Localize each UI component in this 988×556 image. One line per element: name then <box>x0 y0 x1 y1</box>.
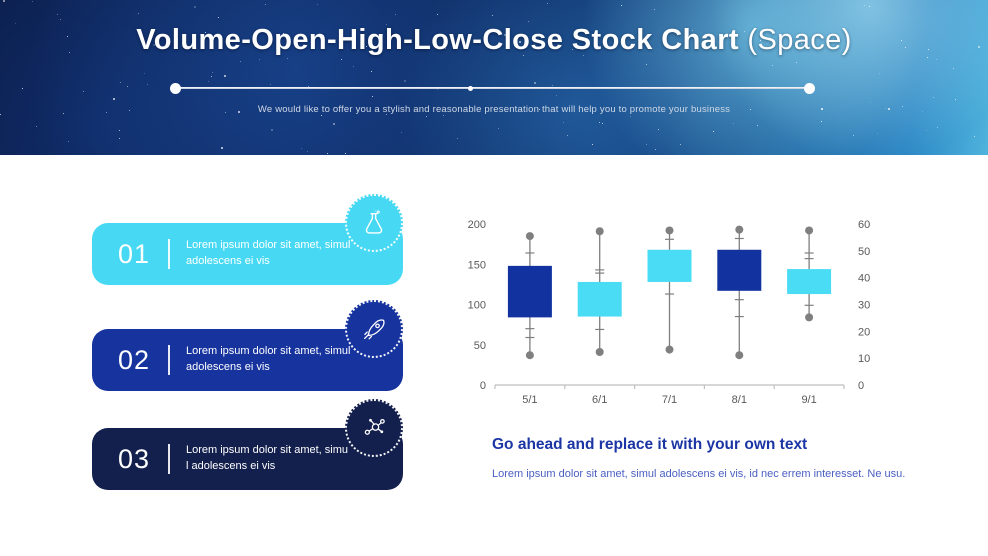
svg-text:0: 0 <box>480 380 486 392</box>
svg-text:0: 0 <box>858 380 864 392</box>
flask-icon <box>345 194 403 252</box>
svg-text:10: 10 <box>858 353 870 365</box>
replace-heading: Go ahead and replace it with your own te… <box>492 436 932 454</box>
svg-text:50: 50 <box>474 340 486 352</box>
footer-text-block: Go ahead and replace it with your own te… <box>492 436 932 480</box>
stock-chart: 0 50 100 150 200 0 10 20 30 40 50 60 5/1 6/1 7/1 8/1 9/1 <box>452 200 882 420</box>
item-text: Lorem ipsum dolor sit amet, simul adoles… <box>186 344 362 376</box>
divider-dot-middle <box>468 86 473 91</box>
item-divider <box>168 444 170 474</box>
svg-text:20: 20 <box>858 326 870 338</box>
divider-dot-right <box>804 83 815 94</box>
svg-text:6/1: 6/1 <box>592 394 607 406</box>
list-item-01: 01 Lorem ipsum dolor sit amet, simul ado… <box>92 223 403 285</box>
replace-body: Lorem ipsum dolor sit amet, simul adoles… <box>492 468 932 480</box>
header-banner: Volume-Open-High-Low-Close Stock Chart (… <box>0 0 988 155</box>
svg-text:150: 150 <box>468 259 486 271</box>
svg-text:5/1: 5/1 <box>522 394 537 406</box>
subtitle: We would like to offer you a stylish and… <box>0 104 988 115</box>
svg-text:200: 200 <box>468 219 486 231</box>
item-number: 02 <box>118 345 164 376</box>
title-suffix: (Space) <box>739 24 852 56</box>
molecule-icon <box>345 399 403 457</box>
svg-text:7/1: 7/1 <box>662 394 677 406</box>
svg-text:30: 30 <box>858 300 870 312</box>
title-main: Volume-Open-High-Low-Close Stock Chart <box>136 24 739 56</box>
divider-dot-left <box>170 83 181 94</box>
item-number: 03 <box>118 444 164 475</box>
item-divider <box>168 239 170 269</box>
svg-text:40: 40 <box>858 273 870 285</box>
item-divider <box>168 345 170 375</box>
svg-text:8/1: 8/1 <box>732 394 747 406</box>
page-title: Volume-Open-High-Low-Close Stock Chart (… <box>0 24 988 57</box>
item-text: Lorem ipsum dolor sit amet, simu l adole… <box>186 443 362 475</box>
item-number: 01 <box>118 239 164 270</box>
chart-area: 0 50 100 150 200 0 10 20 30 40 50 60 5/1 6/1 7/1 8/1 9/1 <box>452 200 882 425</box>
divider-line <box>175 87 810 89</box>
list-item-03: 03 Lorem ipsum dolor sit amet, simu l ad… <box>92 428 403 490</box>
rocket-icon <box>345 300 403 358</box>
svg-text:60: 60 <box>858 219 870 231</box>
svg-text:50: 50 <box>858 246 870 258</box>
list-item-02: 02 Lorem ipsum dolor sit amet, simul ado… <box>92 329 403 391</box>
svg-text:9/1: 9/1 <box>801 394 816 406</box>
item-text: Lorem ipsum dolor sit amet, simul adoles… <box>186 238 362 270</box>
svg-text:100: 100 <box>468 300 486 312</box>
